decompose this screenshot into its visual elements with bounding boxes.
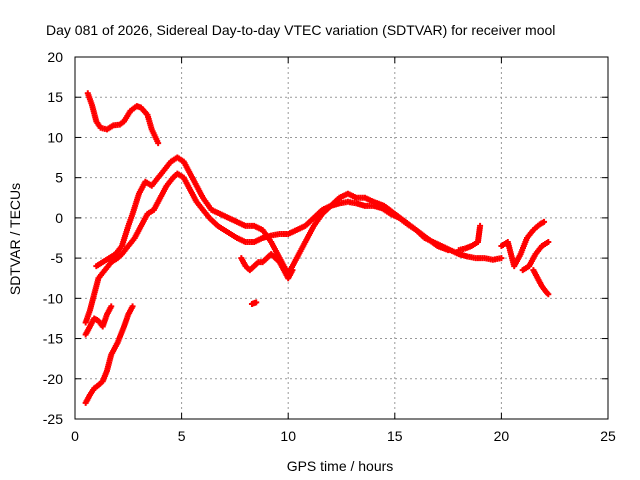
x-tick-label: 0 bbox=[71, 428, 79, 444]
y-tick-label: 5 bbox=[55, 170, 63, 186]
data-point-track-d bbox=[498, 255, 505, 262]
y-tick-label: -10 bbox=[43, 290, 63, 306]
data-point-track-c bbox=[108, 303, 115, 310]
data-point-track-a bbox=[155, 140, 162, 147]
y-axis-label: SDTVAR / TECUs bbox=[7, 183, 23, 295]
y-tick-label: -15 bbox=[43, 331, 63, 347]
y-tick-label: 10 bbox=[47, 129, 63, 145]
y-tick-label: -5 bbox=[51, 250, 64, 266]
x-axis-label: GPS time / hours bbox=[287, 458, 394, 474]
data-point-track-h bbox=[477, 222, 484, 229]
data-point-track-k bbox=[545, 291, 552, 298]
y-tick-label: -20 bbox=[43, 371, 63, 387]
y-tick-label: -25 bbox=[43, 411, 63, 427]
x-tick-label: 20 bbox=[494, 428, 510, 444]
grid-lines bbox=[75, 57, 608, 419]
data-point-track-i bbox=[541, 218, 548, 225]
data-point-track-g bbox=[253, 299, 260, 306]
data-points bbox=[82, 90, 552, 406]
x-tick-label: 15 bbox=[387, 428, 403, 444]
data-point-track-j bbox=[545, 239, 552, 246]
plot-frame bbox=[74, 56, 609, 420]
chart-title: Day 081 of 2026, Sidereal Day-to-day VTE… bbox=[46, 22, 555, 38]
y-tick-label: 0 bbox=[55, 210, 63, 226]
x-tick-label: 25 bbox=[600, 428, 616, 444]
data-point-track-e bbox=[445, 247, 452, 254]
x-tick-label: 10 bbox=[280, 428, 296, 444]
y-tick-label: 15 bbox=[47, 89, 63, 105]
data-point-track-f bbox=[289, 267, 296, 274]
data-point-track-b bbox=[129, 303, 136, 310]
x-tick-label: 5 bbox=[178, 428, 186, 444]
y-tick-label: 20 bbox=[47, 49, 63, 65]
